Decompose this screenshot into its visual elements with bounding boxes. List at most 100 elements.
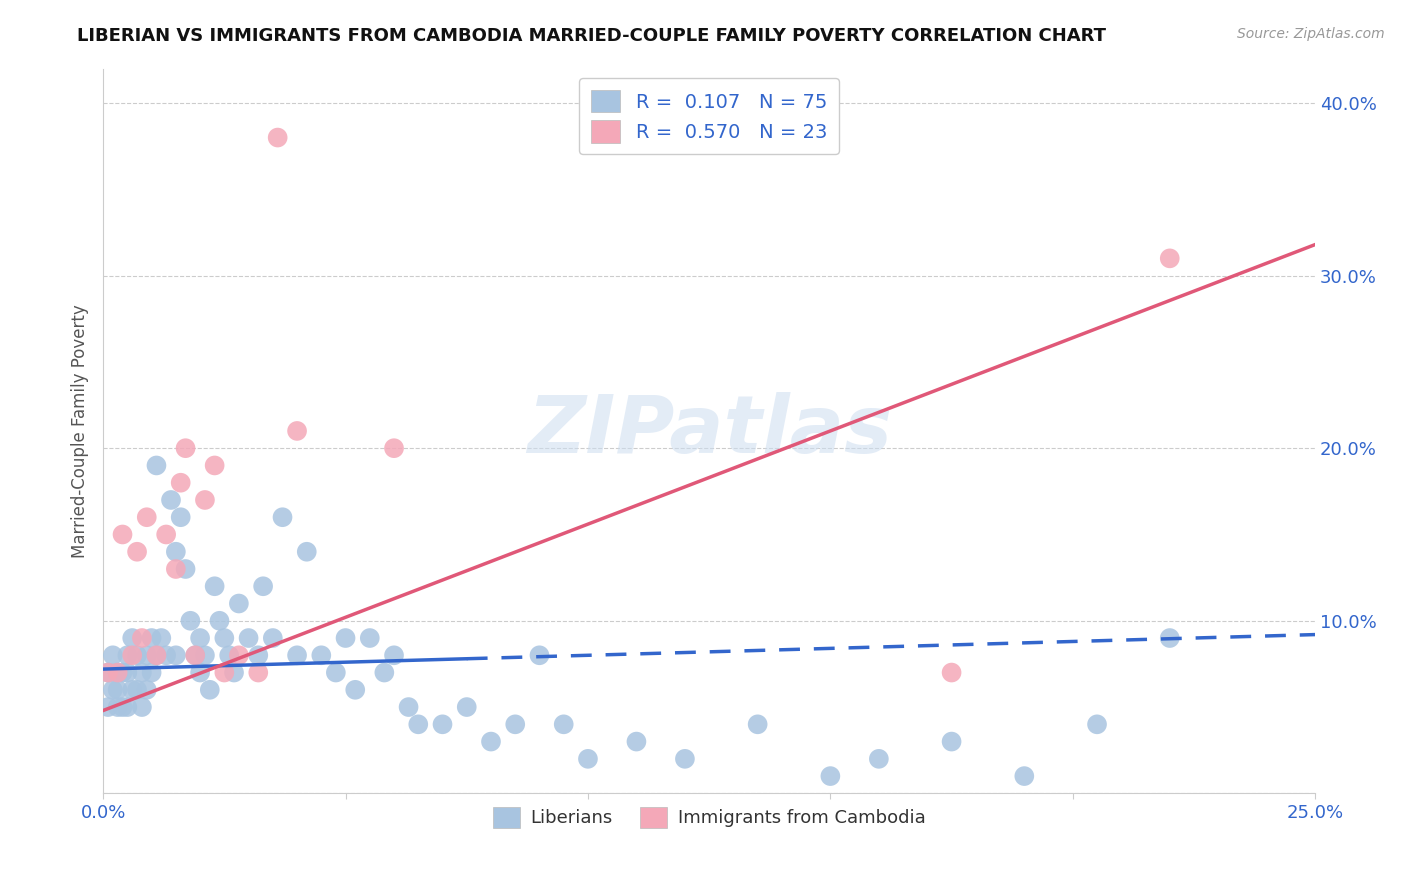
Point [262,631,284,645]
Point [125,682,148,697]
Point [165,648,187,663]
Point [576,752,599,766]
Point [165,562,187,576]
Point [141,665,163,680]
Point [373,665,395,680]
Point [188,631,211,645]
Point [228,597,250,611]
Point [97,665,120,680]
Point [1014,769,1036,783]
Point [1159,631,1181,645]
Point [145,648,167,663]
Point [117,648,139,663]
Point [503,717,526,731]
Point [101,648,124,663]
Point [228,648,250,663]
Point [184,648,207,663]
Point [111,527,134,541]
Point [107,665,129,680]
Point [266,130,288,145]
Point [111,665,134,680]
Point [941,734,963,748]
Point [820,769,842,783]
Text: LIBERIAN VS IMMIGRANTS FROM CAMBODIA MARRIED-COUPLE FAMILY POVERTY CORRELATION C: LIBERIAN VS IMMIGRANTS FROM CAMBODIA MAR… [77,27,1107,45]
Point [747,717,769,731]
Point [479,734,502,748]
Point [145,648,167,663]
Point [150,631,173,645]
Point [131,700,153,714]
Text: Source: ZipAtlas.com: Source: ZipAtlas.com [1237,27,1385,41]
Point [111,700,134,714]
Point [194,492,217,507]
Point [198,682,221,697]
Point [382,441,405,455]
Point [107,665,129,680]
Point [121,682,143,697]
Point [97,665,120,680]
Point [135,682,157,697]
Point [311,648,333,663]
Point [208,614,231,628]
Point [117,665,139,680]
Point [131,665,153,680]
Point [626,734,648,748]
Point [179,614,201,628]
Point [553,717,575,731]
Point [117,700,139,714]
Point [285,424,308,438]
Point [344,682,367,697]
Y-axis label: Married-Couple Family Poverty: Married-Couple Family Poverty [72,304,89,558]
Point [1085,717,1108,731]
Point [222,665,245,680]
Point [194,648,217,663]
Point [107,700,129,714]
Point [941,665,963,680]
Point [131,631,153,645]
Point [214,665,236,680]
Point [170,510,193,524]
Point [252,579,274,593]
Point [184,648,207,663]
Point [529,648,551,663]
Point [121,648,143,663]
Point [247,648,270,663]
Point [432,717,454,731]
Point [406,717,429,731]
Point [125,648,148,663]
Point [174,441,197,455]
Point [325,665,347,680]
Point [101,682,124,697]
Point [141,631,163,645]
Point [160,492,183,507]
Point [145,458,167,473]
Point [359,631,381,645]
Point [456,700,478,714]
Point [174,562,197,576]
Point [1159,252,1181,266]
Point [238,631,260,645]
Point [204,579,226,593]
Point [218,648,240,663]
Point [121,631,143,645]
Point [107,682,129,697]
Point [335,631,357,645]
Point [188,665,211,680]
Point [271,510,294,524]
Point [155,648,177,663]
Legend: Liberians, Immigrants from Cambodia: Liberians, Immigrants from Cambodia [485,800,932,835]
Point [125,545,148,559]
Point [868,752,890,766]
Point [673,752,696,766]
Point [285,648,308,663]
Point [398,700,420,714]
Point [295,545,318,559]
Point [214,631,236,645]
Text: ZIPatlas: ZIPatlas [527,392,891,470]
Point [204,458,226,473]
Point [382,648,405,663]
Point [165,545,187,559]
Point [135,510,157,524]
Point [97,700,120,714]
Point [247,665,270,680]
